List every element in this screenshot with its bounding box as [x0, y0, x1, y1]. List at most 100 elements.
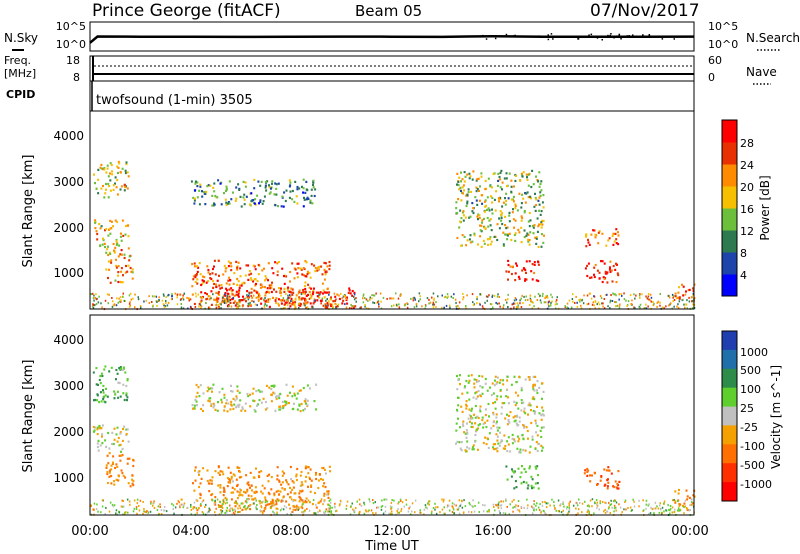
- power-cell: [273, 193, 276, 196]
- velocity-cell: [270, 384, 273, 388]
- velocity-cell: [318, 501, 321, 504]
- velocity-cell: [464, 432, 467, 435]
- power-cell: [233, 272, 236, 275]
- velocity-cell: [125, 392, 128, 395]
- velocity-cell: [299, 489, 302, 493]
- power-cell: [512, 302, 515, 305]
- noise-search-dot: [555, 36, 557, 38]
- velocity-cell: [100, 511, 102, 514]
- velocity-cell: [586, 511, 589, 514]
- velocity-cell: [482, 510, 485, 513]
- power-cell: [326, 265, 329, 268]
- power-cell: [399, 293, 402, 296]
- power-cell: [306, 306, 309, 309]
- power-cell: [587, 302, 590, 305]
- velocity-cell: [649, 512, 652, 515]
- power-cell: [540, 226, 543, 229]
- power-cell: [488, 219, 491, 222]
- power-cell: [665, 305, 667, 308]
- power-cell: [393, 304, 395, 307]
- power-cell: [533, 224, 536, 227]
- velocity-cell: [531, 478, 534, 481]
- power-cell: [456, 183, 458, 186]
- velocity-cell: [99, 382, 102, 385]
- power-cell: [592, 301, 595, 304]
- power-cell: [349, 292, 352, 295]
- velocity-cell: [160, 513, 163, 515]
- power-cell: [682, 298, 684, 301]
- velocity-cell: [113, 438, 116, 441]
- noise-search-dot: [512, 35, 515, 37]
- velocity-cell: [295, 475, 298, 478]
- power-cell: [244, 185, 247, 188]
- power-cell: [472, 304, 475, 306]
- power-cell: [191, 263, 194, 266]
- velocity-cell: [610, 503, 613, 506]
- velocity-cell: [400, 499, 402, 502]
- power-cell: [239, 267, 242, 270]
- velocity-cell: [255, 506, 257, 508]
- power-cell: [443, 306, 445, 309]
- velocity-cell: [494, 379, 496, 382]
- power-cell: [566, 302, 569, 305]
- power-cell: [465, 194, 468, 197]
- velocity-cell: [595, 499, 598, 501]
- power-cell: [258, 202, 260, 205]
- power-cell: [362, 297, 364, 300]
- velocity-cell: [470, 417, 473, 420]
- power-cell: [503, 304, 505, 307]
- velocity-cell: [461, 499, 463, 502]
- power-cell: [581, 299, 583, 302]
- velocity-cell: [127, 482, 130, 485]
- power-cell: [587, 238, 589, 241]
- power-cell: [647, 293, 650, 295]
- power-cell: [245, 264, 248, 267]
- velocity-cell: [206, 390, 209, 393]
- power-cell: [555, 300, 557, 303]
- power-cell: [572, 300, 574, 303]
- power-cell: [568, 299, 571, 302]
- velocity-cell: [621, 511, 623, 514]
- power-cell: [107, 302, 109, 305]
- velocity-cell: [482, 426, 485, 429]
- velocity-cell: [300, 481, 303, 484]
- power-cell: [303, 284, 306, 288]
- velocity-colorbar-band: [722, 444, 737, 464]
- power-cell: [105, 228, 108, 231]
- velocity-cell: [339, 503, 341, 506]
- power-cell: [302, 274, 305, 277]
- power-cbar-tick-8: 8: [740, 247, 747, 260]
- velocity-cell: [132, 459, 135, 462]
- velocity-cell: [196, 499, 199, 502]
- velocity-cell: [512, 510, 514, 513]
- power-cell: [207, 271, 210, 274]
- power-cell: [612, 232, 615, 235]
- velocity-cell: [686, 498, 689, 501]
- power-cell: [316, 299, 319, 302]
- velocity-cell: [218, 513, 221, 516]
- power-cell: [538, 196, 541, 199]
- velocity-cell: [93, 399, 95, 402]
- power-cell: [527, 238, 529, 241]
- power-cell: [570, 306, 573, 309]
- power-cell: [212, 286, 215, 289]
- power-cell: [116, 165, 119, 168]
- power-cell: [312, 291, 315, 294]
- velocity-cell: [227, 481, 230, 484]
- velocity-cell: [607, 507, 610, 510]
- velocity-cell: [276, 507, 279, 510]
- velocity-cell: [593, 471, 596, 474]
- velocity-cell: [589, 480, 592, 483]
- velocity-cell: [572, 504, 575, 507]
- power-cell: [258, 292, 260, 295]
- power-cell: [523, 267, 526, 270]
- velocity-cell: [491, 382, 494, 385]
- power-cell: [196, 265, 198, 268]
- velocity-cell: [153, 500, 155, 503]
- velocity-cell: [172, 508, 174, 510]
- power-cell: [289, 190, 292, 193]
- velocity-cell: [200, 503, 202, 506]
- velocity-cell: [181, 498, 183, 501]
- power-cell: [491, 186, 493, 189]
- power-cell: [225, 189, 227, 192]
